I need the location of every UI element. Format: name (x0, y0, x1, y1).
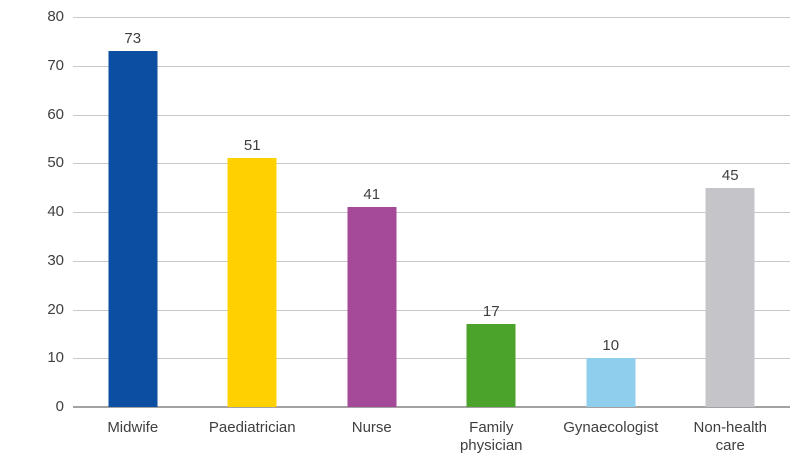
bar-slot: 10 (551, 17, 671, 407)
x-axis-category-label: Gynaecologist (551, 419, 671, 437)
bar-slot: 41 (312, 17, 432, 407)
x-axis-category-label-line: Paediatrician (208, 419, 296, 436)
gridline (73, 114, 790, 116)
y-axis-tick-label: 30 (47, 251, 64, 269)
gridline (73, 163, 790, 165)
x-axis-category-label-line: physician (459, 437, 523, 454)
gridline (73, 309, 790, 311)
x-axis-category-label-line: care (715, 437, 745, 454)
gridline (73, 17, 790, 18)
gridline (73, 260, 790, 262)
bar-value-label: 41 (363, 186, 381, 204)
x-axis-category-label: Paediatrician (193, 419, 313, 437)
bar (586, 358, 636, 407)
y-axis-tick-label: 10 (47, 349, 64, 367)
x-axis-line (73, 406, 790, 408)
x-axis-category-label: Non-health care (671, 419, 791, 455)
y-axis-tick-label: 40 (47, 203, 64, 220)
y-axis-tick-label: 50 (47, 154, 64, 172)
bar (347, 207, 397, 407)
bar (227, 158, 277, 407)
plot-area: 73 51 41 17 10 45 (73, 17, 791, 408)
x-axis-category-label: Midwife (73, 419, 193, 437)
bar-slot: 17 (432, 17, 552, 407)
bar-value-label: 73 (124, 30, 142, 48)
bar-slot: 73 (73, 17, 193, 407)
bar (108, 51, 158, 407)
bar (466, 324, 516, 407)
bar-value-label: 17 (482, 303, 500, 321)
x-axis-category-label-line: Family (469, 419, 514, 436)
bar (705, 187, 755, 407)
x-axis-category-label-line: Nurse (351, 419, 392, 436)
bar-slot: 45 (671, 17, 791, 407)
x-axis-category-label: Nurse (312, 419, 432, 437)
x-axis-category-label-line: Gynaecologist (563, 419, 659, 436)
gridline (73, 212, 790, 213)
y-axis-tick-label: 80 (47, 8, 64, 25)
gridline (73, 358, 790, 360)
bar-value-label: 10 (602, 337, 620, 355)
x-axis-category-label-line: Midwife (107, 419, 159, 436)
x-axis-category-label-line: Non-health (693, 419, 767, 436)
y-axis-tick-label: 20 (47, 300, 64, 318)
gridline (73, 65, 790, 67)
y-axis-tick-label: 0 (55, 398, 64, 415)
bar-value-label: 45 (721, 166, 739, 184)
bar-value-label: 51 (243, 137, 261, 155)
y-axis-tick-label: 70 (47, 56, 64, 74)
bar-slot: 51 (193, 17, 313, 407)
y-axis-tick-label: 60 (47, 105, 64, 123)
x-axis-category-label: Family physician (432, 419, 552, 455)
